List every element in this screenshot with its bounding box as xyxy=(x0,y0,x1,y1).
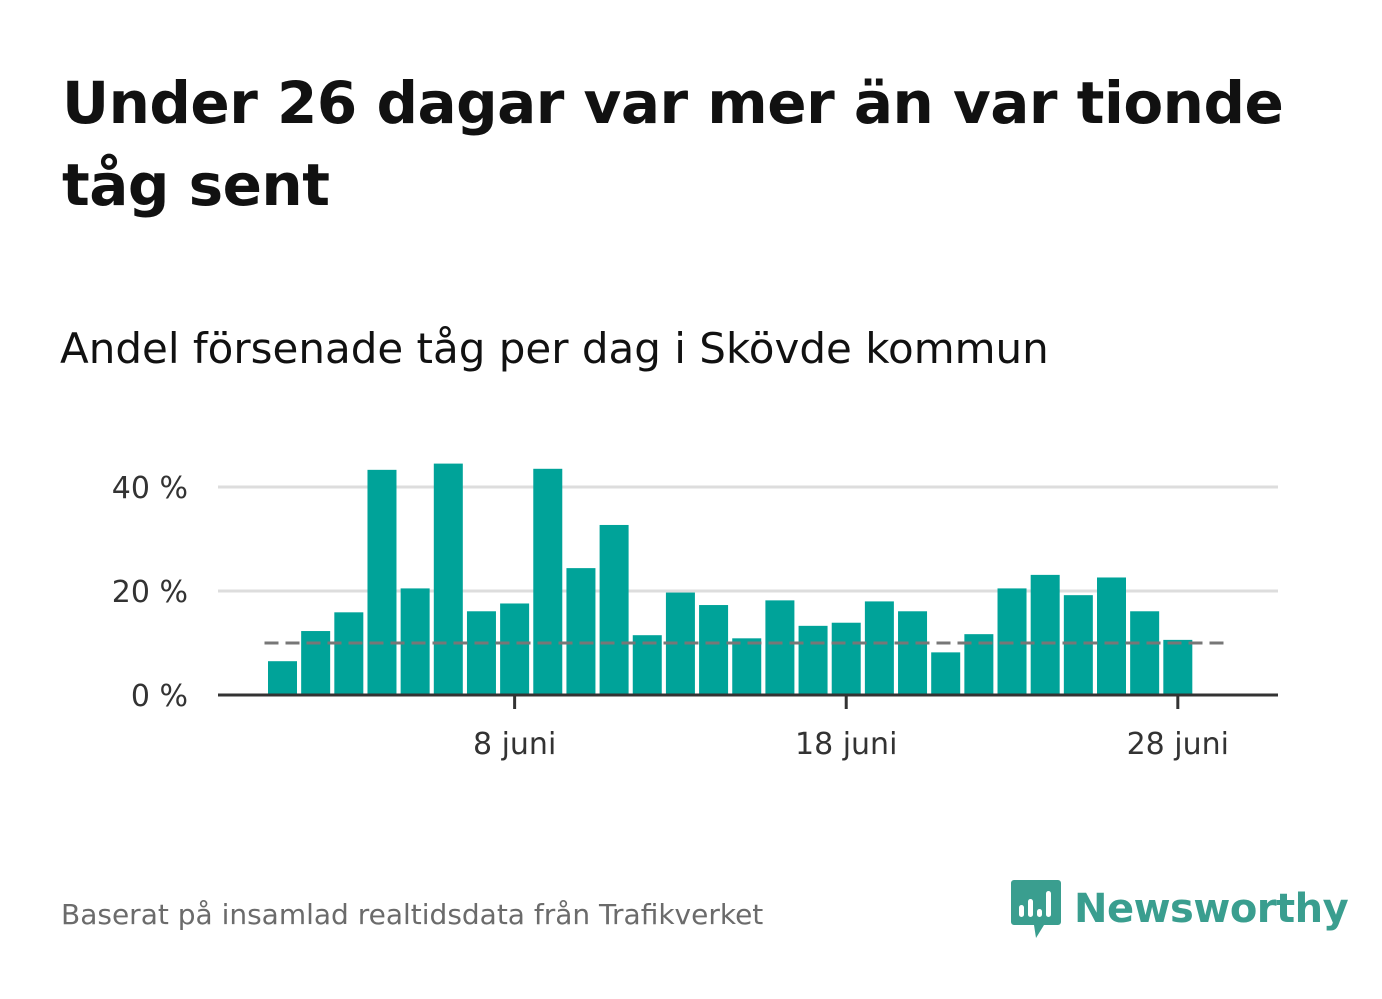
bar xyxy=(732,638,762,695)
bar xyxy=(831,622,861,695)
y-tick-label: 40 % xyxy=(112,471,188,506)
bar xyxy=(1097,577,1126,695)
bar xyxy=(533,468,563,695)
bar xyxy=(1130,611,1160,695)
axes: 0 % 20 % 40 % 8 juni 18 juni 28 juni xyxy=(112,471,1278,762)
x-tick-label: 18 juni xyxy=(795,727,897,762)
bar xyxy=(500,603,530,695)
y-tick-label: 20 % xyxy=(112,575,188,610)
bar xyxy=(566,568,596,695)
chart-title: Under 26 dagar var mer än var tionde tåg… xyxy=(62,69,1284,219)
newsworthy-logo: Newsworthy xyxy=(1010,878,1349,940)
bar-chart-speech-bubble-icon xyxy=(1011,880,1061,938)
brand-name: Newsworthy xyxy=(1074,886,1349,932)
bar xyxy=(367,469,397,695)
bar xyxy=(433,463,463,695)
bar xyxy=(466,611,496,695)
bar xyxy=(898,611,928,695)
y-tick-label: 0 % xyxy=(131,679,188,714)
bar xyxy=(798,625,828,695)
bar xyxy=(931,652,961,695)
bar xyxy=(632,635,662,695)
source-note: Baserat på insamlad realtidsdata från Tr… xyxy=(61,898,764,931)
bar xyxy=(699,605,729,695)
bar xyxy=(268,661,297,695)
bars xyxy=(268,463,1193,695)
bar xyxy=(1163,639,1193,695)
bar xyxy=(599,524,629,695)
x-tick-label: 28 juni xyxy=(1127,727,1229,762)
x-tick-label: 8 juni xyxy=(473,727,556,762)
bar xyxy=(1063,595,1093,695)
bar xyxy=(765,600,795,695)
bar xyxy=(864,601,894,695)
bar xyxy=(1030,574,1060,695)
bar xyxy=(301,631,331,695)
bar xyxy=(334,612,364,695)
chart-subtitle: Andel försenade tåg per dag i Skövde kom… xyxy=(60,324,1049,373)
